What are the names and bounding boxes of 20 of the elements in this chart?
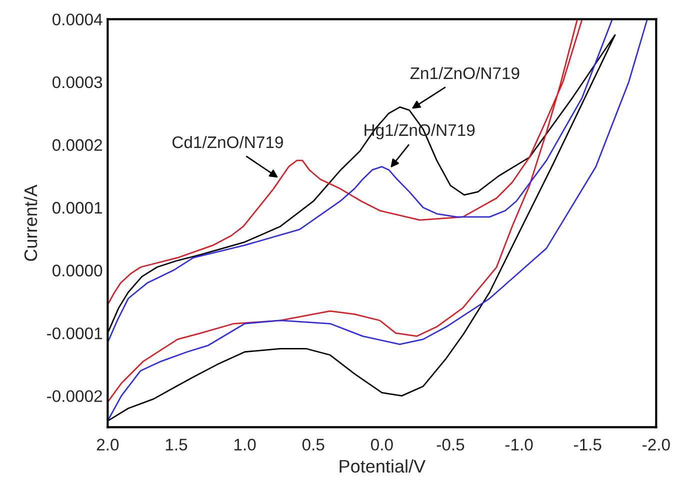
x-tick-label: 2.0 [96, 438, 119, 451]
x-tick-label: -1.5 [574, 438, 602, 451]
annotation: Cd1/ZnO/N719 [172, 136, 283, 148]
annotation: Zn1/ZnO/N719 [410, 66, 520, 80]
x-tick-label: 0.0 [370, 438, 393, 451]
y-tick-label: -0.0001 [47, 327, 102, 340]
x-tick-label: -0.5 [436, 438, 464, 451]
y-tick-label: 0.0003 [52, 76, 102, 88]
y-tick-label: 0.0000 [52, 264, 102, 276]
y-tick-label: 0.0002 [52, 139, 102, 151]
y-tick-label: 0.0004 [52, 14, 102, 26]
x-tick-label: 1.0 [234, 438, 256, 451]
x-axis-title: Potential/V [340, 459, 426, 473]
x-tick-label: -1.0 [505, 438, 533, 451]
x-tick-label: 0.5 [302, 438, 324, 451]
y-tick-label: -0.0002 [47, 390, 102, 402]
x-tick-label: -2.0 [642, 438, 670, 451]
y-tick-label: 0.0001 [52, 202, 102, 214]
x-tick-label: 1.5 [166, 438, 188, 451]
y-axis-title: Current/A [24, 184, 38, 261]
